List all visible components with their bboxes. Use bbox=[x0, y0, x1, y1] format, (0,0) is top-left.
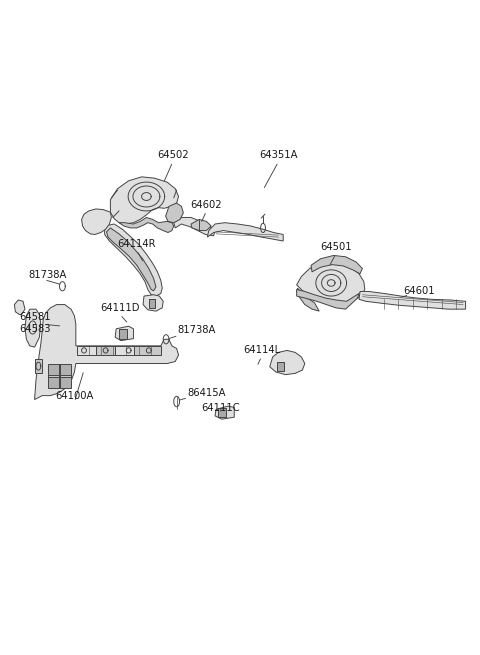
Polygon shape bbox=[107, 228, 156, 291]
Polygon shape bbox=[119, 329, 127, 339]
Polygon shape bbox=[166, 203, 183, 223]
Polygon shape bbox=[35, 359, 42, 373]
Polygon shape bbox=[297, 262, 365, 303]
Polygon shape bbox=[277, 362, 284, 371]
Polygon shape bbox=[297, 290, 359, 309]
Polygon shape bbox=[115, 346, 134, 355]
Polygon shape bbox=[105, 224, 162, 296]
Polygon shape bbox=[359, 291, 466, 309]
Polygon shape bbox=[215, 406, 234, 419]
Text: 64601: 64601 bbox=[403, 286, 435, 296]
Text: 64602: 64602 bbox=[191, 200, 222, 210]
Polygon shape bbox=[191, 219, 211, 231]
Text: 64111D: 64111D bbox=[100, 303, 140, 313]
Polygon shape bbox=[82, 209, 111, 234]
Polygon shape bbox=[25, 309, 41, 347]
Text: 64114R: 64114R bbox=[118, 239, 156, 249]
Polygon shape bbox=[110, 177, 179, 224]
Polygon shape bbox=[297, 288, 319, 311]
Polygon shape bbox=[48, 375, 71, 377]
Polygon shape bbox=[48, 364, 71, 388]
Text: 64583: 64583 bbox=[19, 324, 51, 334]
Polygon shape bbox=[14, 300, 25, 314]
Polygon shape bbox=[59, 364, 60, 388]
Polygon shape bbox=[134, 346, 161, 355]
Polygon shape bbox=[207, 223, 283, 241]
Polygon shape bbox=[115, 326, 133, 341]
Text: 64111C: 64111C bbox=[202, 403, 240, 413]
Text: 81738A: 81738A bbox=[29, 270, 67, 280]
Text: 64351A: 64351A bbox=[259, 151, 298, 160]
Text: 64100A: 64100A bbox=[55, 391, 94, 401]
Text: 86415A: 86415A bbox=[187, 388, 226, 398]
Text: 64502: 64502 bbox=[157, 151, 189, 160]
Polygon shape bbox=[143, 295, 163, 311]
Text: 64581: 64581 bbox=[19, 312, 51, 322]
Polygon shape bbox=[149, 299, 155, 308]
Text: 64501: 64501 bbox=[320, 242, 352, 252]
Text: 81738A: 81738A bbox=[178, 326, 216, 335]
Polygon shape bbox=[35, 305, 179, 400]
Polygon shape bbox=[270, 350, 305, 375]
Polygon shape bbox=[119, 217, 174, 233]
Polygon shape bbox=[174, 217, 215, 236]
Polygon shape bbox=[311, 255, 362, 274]
Polygon shape bbox=[77, 346, 96, 355]
Polygon shape bbox=[218, 408, 226, 417]
Text: 64114L: 64114L bbox=[243, 345, 280, 355]
Polygon shape bbox=[96, 346, 115, 355]
